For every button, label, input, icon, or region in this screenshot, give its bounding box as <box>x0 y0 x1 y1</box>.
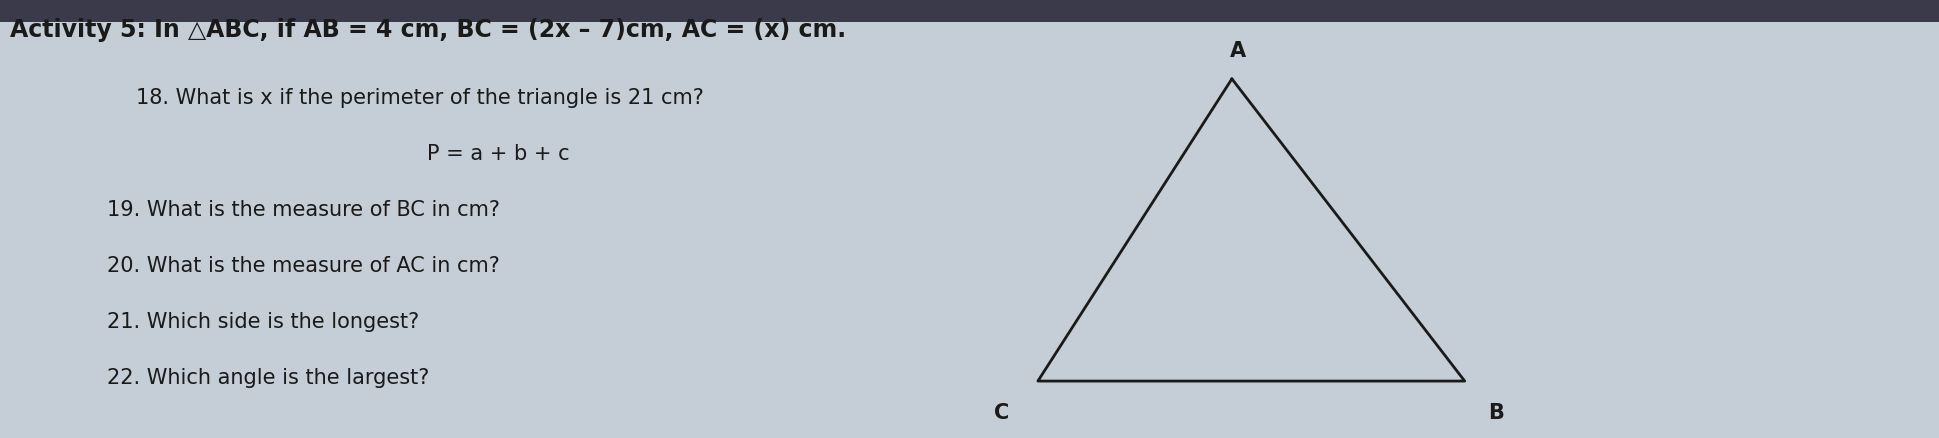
Text: A: A <box>1229 41 1245 61</box>
Text: 21. Which side is the longest?: 21. Which side is the longest? <box>107 312 419 332</box>
Text: 22. Which angle is the largest?: 22. Which angle is the largest? <box>107 368 429 388</box>
Text: B: B <box>1487 403 1503 423</box>
Text: 19. What is the measure of BC in cm?: 19. What is the measure of BC in cm? <box>107 200 500 220</box>
Text: P = a + b + c: P = a + b + c <box>427 144 570 164</box>
Text: 20. What is the measure of AC in cm?: 20. What is the measure of AC in cm? <box>107 256 500 276</box>
Text: C: C <box>993 403 1008 423</box>
FancyBboxPatch shape <box>0 0 1939 22</box>
Text: 18. What is x if the perimeter of the triangle is 21 cm?: 18. What is x if the perimeter of the tr… <box>136 88 704 108</box>
Text: Activity 5: In △ABC, if AB = 4 cm, BC = (2x – 7)cm, AC = (x) cm.: Activity 5: In △ABC, if AB = 4 cm, BC = … <box>10 18 845 42</box>
